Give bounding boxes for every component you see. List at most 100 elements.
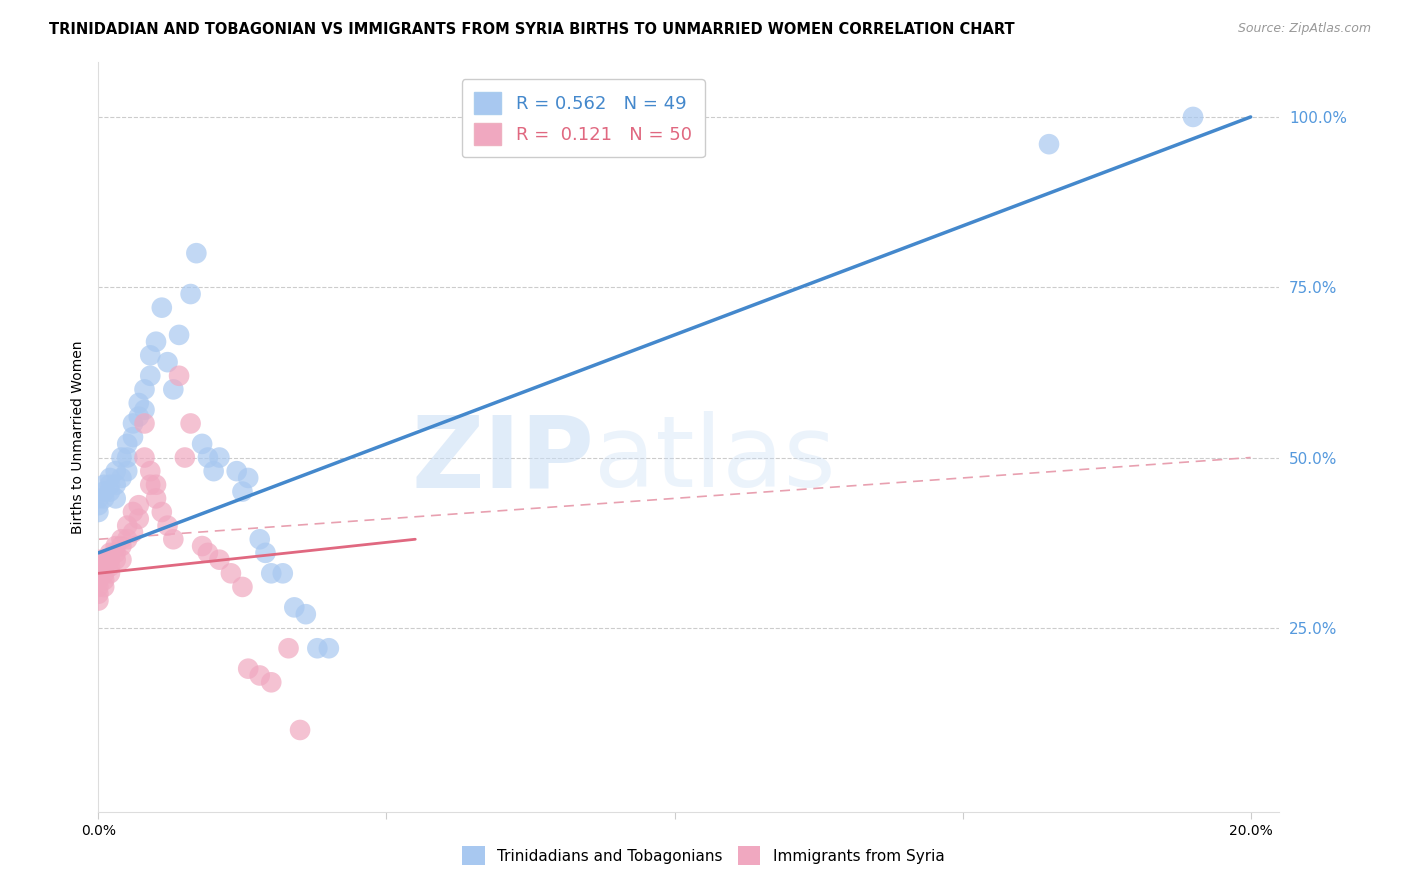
Point [219,566,242,581]
Point [208,552,231,566]
Point [98,566,121,581]
Point [110,471,132,485]
Point [110,533,132,547]
Point [260,675,283,690]
Text: ZIP: ZIP [412,411,595,508]
Point [104,477,127,491]
Point [307,641,329,656]
Point [128,409,150,424]
Point [122,430,145,444]
Point [87,573,110,587]
Point [122,417,145,431]
Point [139,348,162,362]
Point [162,533,184,547]
Point [87,566,110,581]
Point [87,580,110,594]
Point [249,668,271,682]
Point [1182,110,1205,124]
Point [93,491,115,506]
Legend: R = 0.562   N = 49, R =  0.121   N = 50: R = 0.562 N = 49, R = 0.121 N = 50 [461,79,704,157]
Point [254,546,277,560]
Point [87,559,110,574]
Point [104,546,127,560]
Y-axis label: Births to Unmarried Women: Births to Unmarried Women [70,341,84,533]
Text: TRINIDADIAN AND TOBAGONIAN VS IMMIGRANTS FROM SYRIA BIRTHS TO UNMARRIED WOMEN CO: TRINIDADIAN AND TOBAGONIAN VS IMMIGRANTS… [49,22,1015,37]
Point [128,512,150,526]
Point [134,450,156,465]
Point [249,533,271,547]
Point [150,301,173,315]
Point [87,552,110,566]
Point [186,246,208,260]
Point [197,546,219,560]
Point [145,491,167,506]
Text: atlas: atlas [595,411,837,508]
Point [98,477,121,491]
Point [104,552,127,566]
Point [167,327,190,342]
Point [260,566,283,581]
Point [134,383,156,397]
Point [128,498,150,512]
Point [93,573,115,587]
Point [173,450,195,465]
Point [122,525,145,540]
Text: Source: ZipAtlas.com: Source: ZipAtlas.com [1237,22,1371,36]
Point [104,464,127,478]
Point [318,641,340,656]
Point [110,552,132,566]
Point [139,368,162,383]
Point [238,662,260,676]
Point [93,580,115,594]
Point [93,566,115,581]
Point [87,587,110,601]
Point [145,477,167,491]
Point [283,600,305,615]
Point [150,505,173,519]
Legend: Trinidadians and Tobagonians, Immigrants from Syria: Trinidadians and Tobagonians, Immigrants… [456,840,950,871]
Point [87,505,110,519]
Point [134,417,156,431]
Point [202,464,225,478]
Point [162,383,184,397]
Point [295,607,318,622]
Point [93,552,115,566]
Point [115,450,138,465]
Point [271,566,294,581]
Point [104,539,127,553]
Point [277,641,299,656]
Point [191,437,214,451]
Point [93,559,115,574]
Point [231,580,253,594]
Point [115,437,138,451]
Point [87,593,110,607]
Point [87,491,110,506]
Point [98,484,121,499]
Point [145,334,167,349]
Point [110,450,132,465]
Point [231,484,253,499]
Point [208,450,231,465]
Point [156,355,179,369]
Point [134,402,156,417]
Point [115,464,138,478]
Point [93,477,115,491]
Point [238,471,260,485]
Point [156,518,179,533]
Point [98,546,121,560]
Point [180,417,202,431]
Point [98,471,121,485]
Point [93,484,115,499]
Point [139,477,162,491]
Point [110,539,132,553]
Point [139,464,162,478]
Point [128,396,150,410]
Point [98,552,121,566]
Point [122,505,145,519]
Point [167,368,190,383]
Point [180,287,202,301]
Point [87,498,110,512]
Point [1038,137,1060,152]
Point [288,723,311,737]
Point [115,518,138,533]
